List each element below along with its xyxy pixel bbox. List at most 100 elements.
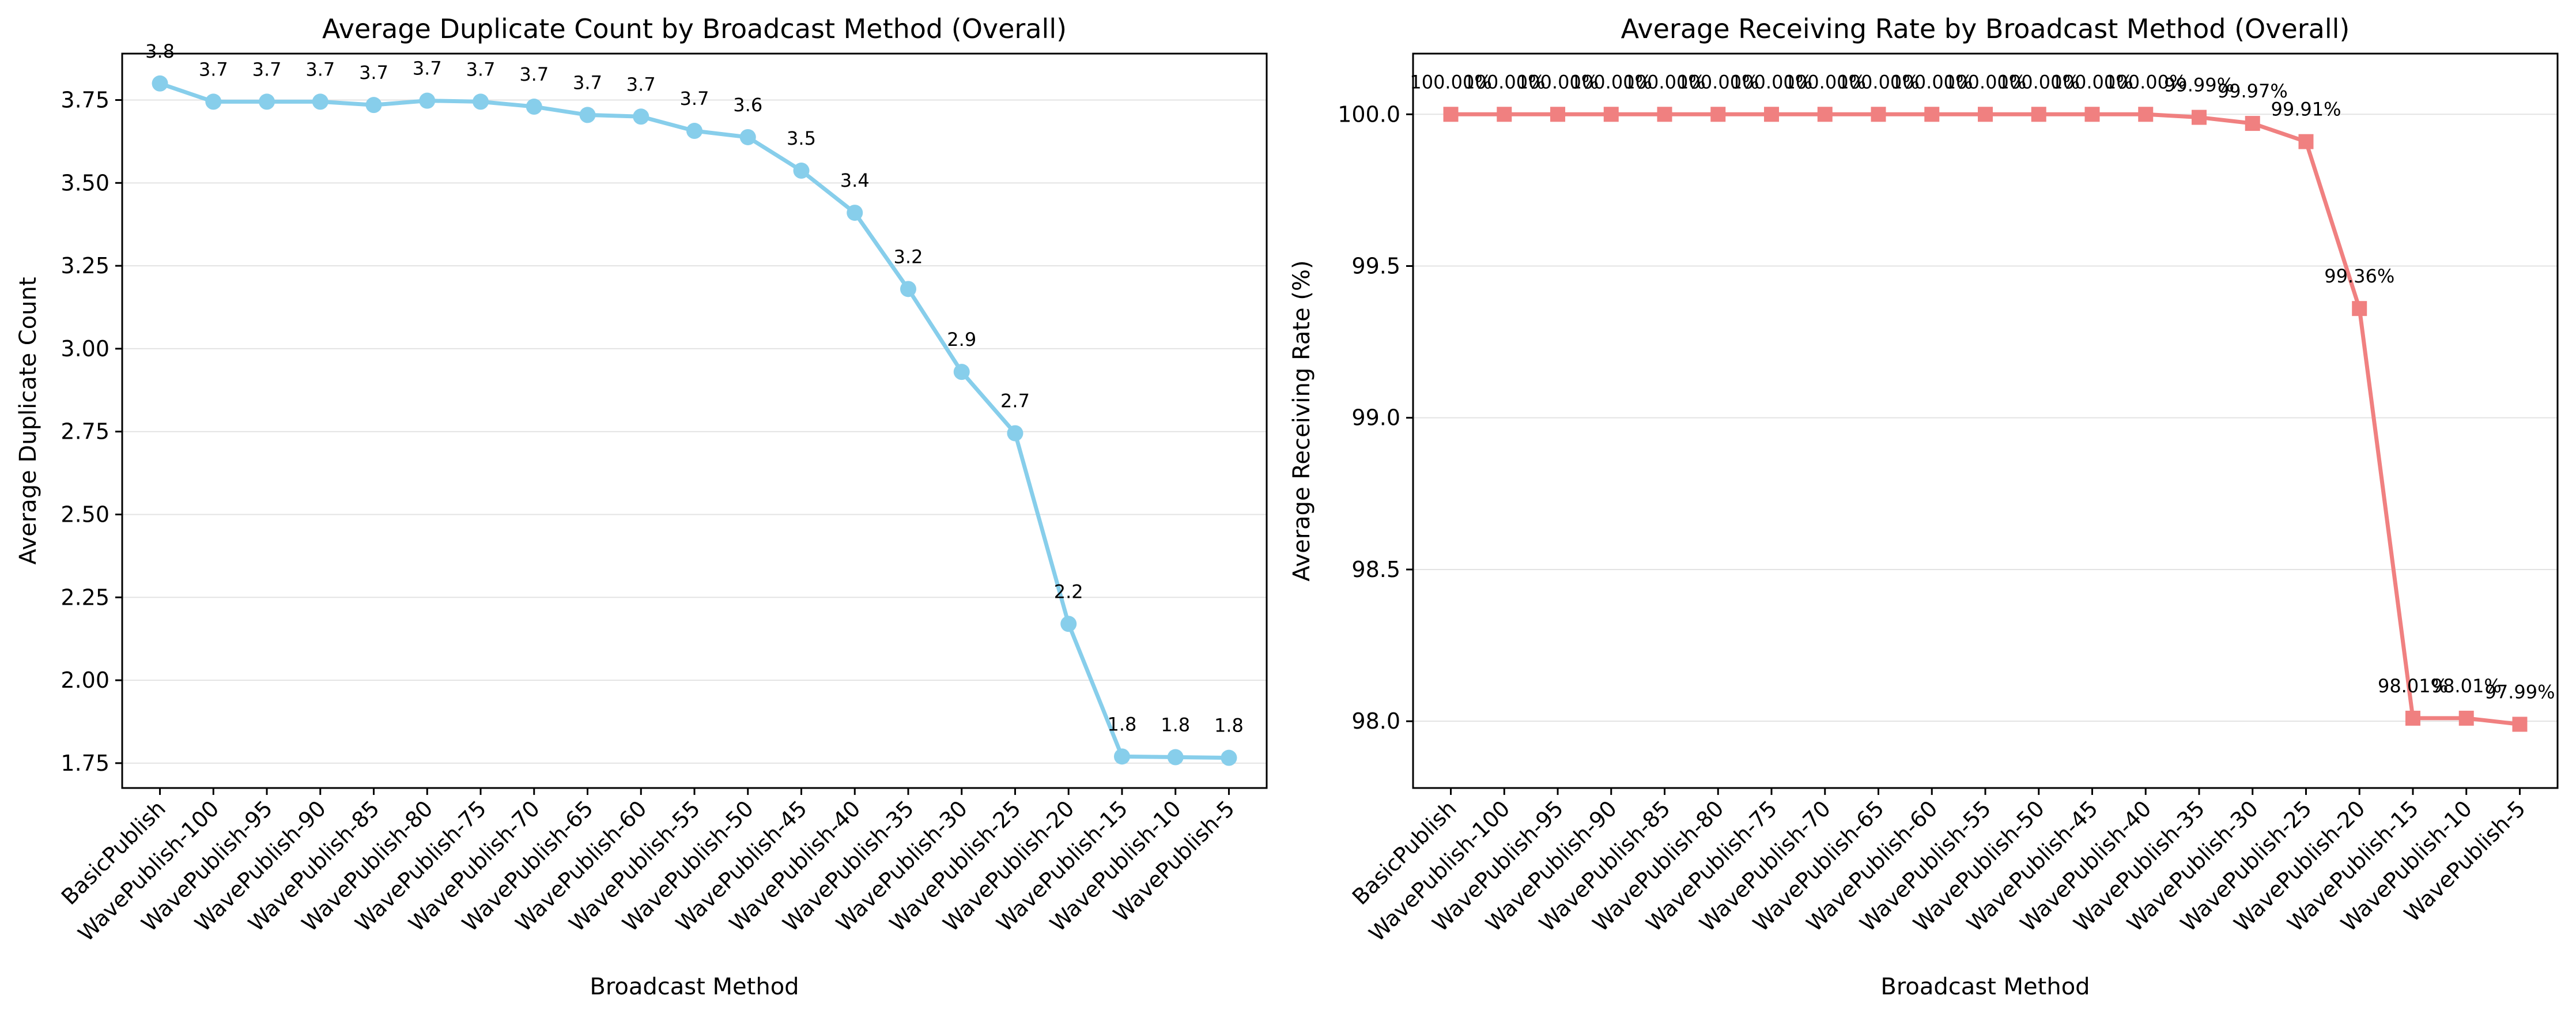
data-label: 100.00% bbox=[1944, 71, 2026, 93]
data-point bbox=[365, 97, 382, 114]
data-label: 1.8 bbox=[1108, 713, 1137, 735]
y-tick-label: 1.75 bbox=[61, 751, 109, 776]
data-point bbox=[2512, 717, 2528, 732]
data-label: 100.00% bbox=[1837, 71, 1919, 93]
y-tick-label: 3.75 bbox=[61, 88, 109, 113]
data-point bbox=[1060, 616, 1077, 632]
data-label: 3.7 bbox=[466, 58, 496, 80]
data-point bbox=[1113, 748, 1130, 765]
data-point bbox=[473, 93, 489, 110]
data-point bbox=[900, 281, 916, 297]
series-line bbox=[1451, 112, 2520, 726]
data-point bbox=[1167, 749, 1184, 766]
data-label: 3.7 bbox=[359, 62, 388, 84]
data-label: 3.7 bbox=[519, 63, 549, 85]
y-tick-label: 99.5 bbox=[1351, 254, 1400, 279]
data-label: 100.00% bbox=[1463, 71, 1545, 93]
data-point bbox=[259, 93, 275, 110]
data-point bbox=[2138, 107, 2154, 122]
data-label: 3.7 bbox=[573, 71, 602, 93]
data-point bbox=[2245, 116, 2260, 131]
data-point bbox=[1710, 107, 1726, 122]
data-label: 3.8 bbox=[145, 40, 175, 62]
data-point bbox=[2191, 110, 2207, 125]
y-tick-label: 3.50 bbox=[61, 170, 109, 195]
y-tick-label: 2.00 bbox=[61, 668, 109, 693]
data-label: 100.00% bbox=[1517, 71, 1599, 93]
y-tick-label: 2.75 bbox=[61, 419, 109, 444]
data-point bbox=[312, 93, 328, 110]
data-point bbox=[1603, 107, 1619, 122]
data-point bbox=[579, 107, 596, 123]
x-axis-label: Broadcast Method bbox=[1880, 974, 2090, 1000]
data-label: 99.97% bbox=[2218, 80, 2288, 102]
data-point bbox=[2084, 107, 2100, 122]
data-point bbox=[1871, 107, 1886, 122]
chart-title: Average Receiving Rate by Broadcast Meth… bbox=[1621, 13, 2350, 44]
data-label: 100.00% bbox=[2105, 71, 2186, 93]
data-label: 2.9 bbox=[947, 329, 976, 350]
data-point bbox=[686, 123, 702, 139]
data-label: 3.7 bbox=[199, 58, 228, 80]
data-label: 98.01% bbox=[2378, 675, 2448, 697]
data-label: 3.7 bbox=[626, 73, 656, 95]
receiving-rate-chart: 98.098.599.099.5100.0BasicPublishWavePub… bbox=[1289, 13, 2559, 1000]
data-label: 100.00% bbox=[1784, 71, 1866, 93]
y-tick-label: 2.25 bbox=[61, 585, 109, 610]
y-tick-label: 100.0 bbox=[1338, 101, 1400, 127]
data-label: 99.91% bbox=[2271, 99, 2341, 120]
data-label: 1.8 bbox=[1161, 714, 1190, 736]
y-tick-label: 98.0 bbox=[1351, 708, 1400, 734]
data-label: 100.00% bbox=[1677, 71, 1759, 93]
data-point bbox=[793, 163, 810, 179]
data-point bbox=[205, 93, 222, 110]
data-label: 3.7 bbox=[305, 58, 335, 80]
y-tick-label: 2.50 bbox=[61, 502, 109, 527]
data-label: 3.7 bbox=[252, 58, 282, 80]
data-label: 100.00% bbox=[1891, 71, 1973, 93]
data-point bbox=[152, 75, 168, 92]
data-point bbox=[526, 99, 542, 115]
data-point bbox=[1221, 749, 1237, 766]
data-label: 2.7 bbox=[1000, 390, 1030, 412]
data-label: 3.6 bbox=[733, 94, 762, 116]
data-point bbox=[2458, 710, 2474, 726]
data-label: 3.7 bbox=[413, 58, 442, 80]
series-line bbox=[159, 81, 1229, 760]
data-label: 100.00% bbox=[2051, 71, 2133, 93]
plot-frame bbox=[1412, 52, 2559, 789]
data-point bbox=[1978, 107, 1993, 122]
data-point bbox=[1497, 107, 1512, 122]
data-point bbox=[419, 92, 436, 109]
data-label: 97.99% bbox=[2484, 681, 2555, 703]
data-label: 100.00% bbox=[1731, 71, 1812, 93]
data-point bbox=[1007, 425, 1023, 442]
data-point bbox=[2298, 134, 2314, 149]
data-point bbox=[1550, 107, 1566, 122]
y-axis-label: Average Receiving Rate (%) bbox=[1289, 260, 1315, 581]
y-tick-label: 3.25 bbox=[61, 253, 109, 278]
data-label: 3.2 bbox=[894, 246, 923, 267]
x-axis-label: Broadcast Method bbox=[590, 974, 799, 1000]
data-label: 3.5 bbox=[787, 127, 816, 149]
data-point bbox=[1443, 107, 1459, 122]
data-point bbox=[1657, 107, 1672, 122]
data-label: 3.4 bbox=[840, 169, 870, 191]
data-point bbox=[633, 108, 649, 125]
data-point bbox=[2405, 710, 2420, 726]
data-point bbox=[1764, 107, 1780, 122]
data-label: 100.00% bbox=[1998, 71, 2080, 93]
data-label: 1.8 bbox=[1214, 715, 1244, 737]
data-label: 3.7 bbox=[680, 88, 709, 110]
data-label: 99.99% bbox=[2164, 74, 2234, 96]
data-point bbox=[953, 364, 970, 380]
data-point bbox=[2352, 301, 2367, 316]
data-point bbox=[739, 129, 756, 145]
duplicate-count-chart: 1.752.002.252.502.753.003.253.503.75Basi… bbox=[15, 13, 1268, 1000]
data-label: 100.00% bbox=[1570, 71, 1652, 93]
data-point bbox=[2031, 107, 2046, 122]
plot-frame bbox=[121, 52, 1268, 789]
data-label: 98.01% bbox=[2431, 675, 2502, 697]
y-tick-label: 3.00 bbox=[61, 336, 109, 361]
